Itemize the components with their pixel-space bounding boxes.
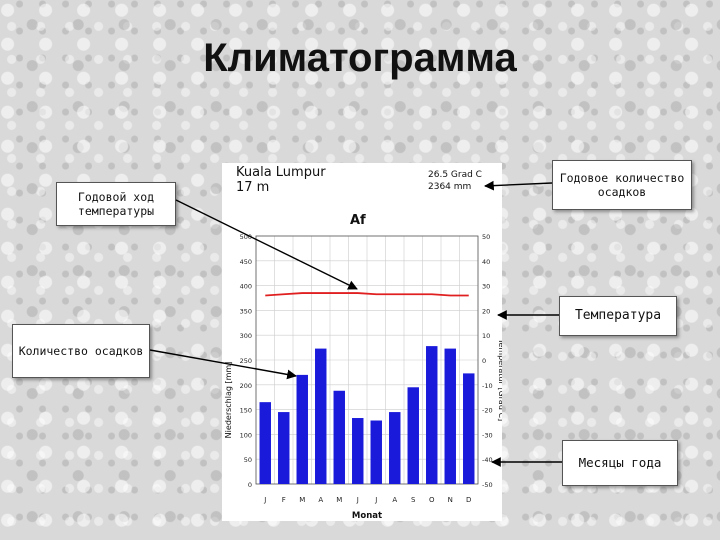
- page-title: Климатограмма: [203, 36, 517, 80]
- right-tick-label: 50: [482, 233, 490, 241]
- right-tick-label: -10: [482, 382, 493, 390]
- left-tick-label: 400: [240, 283, 252, 291]
- temperature-line: [265, 292, 469, 297]
- precip-bar: [278, 412, 290, 484]
- note-annual-temperature: Годовой ход температуры: [56, 182, 176, 226]
- left-axis-label: Niederschlag [mm]: [224, 362, 233, 439]
- x-tick-label: F: [282, 496, 286, 504]
- x-tick-label: A: [392, 496, 397, 504]
- left-tick-label: 300: [240, 332, 252, 340]
- left-tick-label: 350: [240, 307, 252, 315]
- left-tick-label: 0: [248, 481, 252, 489]
- precip-bar: [407, 387, 419, 484]
- right-tick-label: -30: [482, 431, 493, 439]
- precip-bar: [370, 420, 382, 484]
- x-tick-label: M: [336, 496, 342, 504]
- right-tick-label: 20: [482, 307, 490, 315]
- x-tick-label: M: [299, 496, 305, 504]
- note-precipitation: Количество осадков: [12, 324, 150, 378]
- precip-bar: [444, 348, 456, 484]
- x-tick-label: J: [356, 496, 359, 504]
- chart-plot: 050100150200250300350400450500-50-40-30-…: [224, 233, 502, 521]
- precip-bar: [352, 418, 364, 484]
- station-elevation: 17 m: [236, 180, 270, 195]
- station-name: Kuala Lumpur: [236, 165, 326, 180]
- precip-bar: [333, 390, 345, 484]
- annual-precipitation: 2364 mm: [428, 182, 472, 192]
- note-months: Месяцы года: [562, 440, 678, 486]
- x-tick-label: J: [374, 496, 377, 504]
- right-tick-label: 10: [482, 332, 490, 340]
- right-axis-label: Temperatur [Grad C]: [497, 338, 502, 421]
- x-axis-label: Monat: [352, 511, 382, 521]
- right-tick-label: 0: [482, 357, 486, 365]
- precip-bar: [315, 348, 327, 484]
- x-tick-label: A: [318, 496, 323, 504]
- precip-bar: [463, 373, 475, 484]
- left-tick-label: 450: [240, 258, 252, 266]
- left-tick-label: 50: [244, 456, 252, 464]
- right-tick-label: -20: [482, 407, 493, 415]
- right-tick-label: 40: [482, 258, 490, 266]
- right-tick-label: 30: [482, 283, 490, 291]
- note-annual-precipitation: Годовое количество осадков: [552, 160, 692, 210]
- precip-bar: [426, 346, 438, 484]
- left-tick-label: 100: [240, 431, 252, 439]
- precip-bar: [389, 412, 401, 484]
- left-tick-label: 500: [240, 233, 252, 241]
- precip-bar: [296, 374, 308, 484]
- note-temperature: Температура: [559, 296, 677, 336]
- x-tick-label: N: [448, 496, 453, 504]
- right-tick-label: -40: [482, 456, 493, 464]
- x-tick-label: J: [263, 496, 266, 504]
- mean-temperature: 26.5 Grad C: [428, 170, 482, 180]
- x-tick-label: S: [411, 496, 416, 504]
- climate-chart: Kuala Lumpur 17 m 26.5 Grad C 2364 mm Af…: [222, 163, 502, 521]
- x-tick-label: D: [466, 496, 471, 504]
- precip-bar: [259, 402, 271, 484]
- left-tick-label: 250: [240, 357, 252, 365]
- x-tick-label: O: [429, 496, 435, 504]
- left-tick-label: 150: [240, 407, 252, 415]
- left-tick-label: 200: [240, 382, 252, 390]
- right-tick-label: -50: [482, 481, 493, 489]
